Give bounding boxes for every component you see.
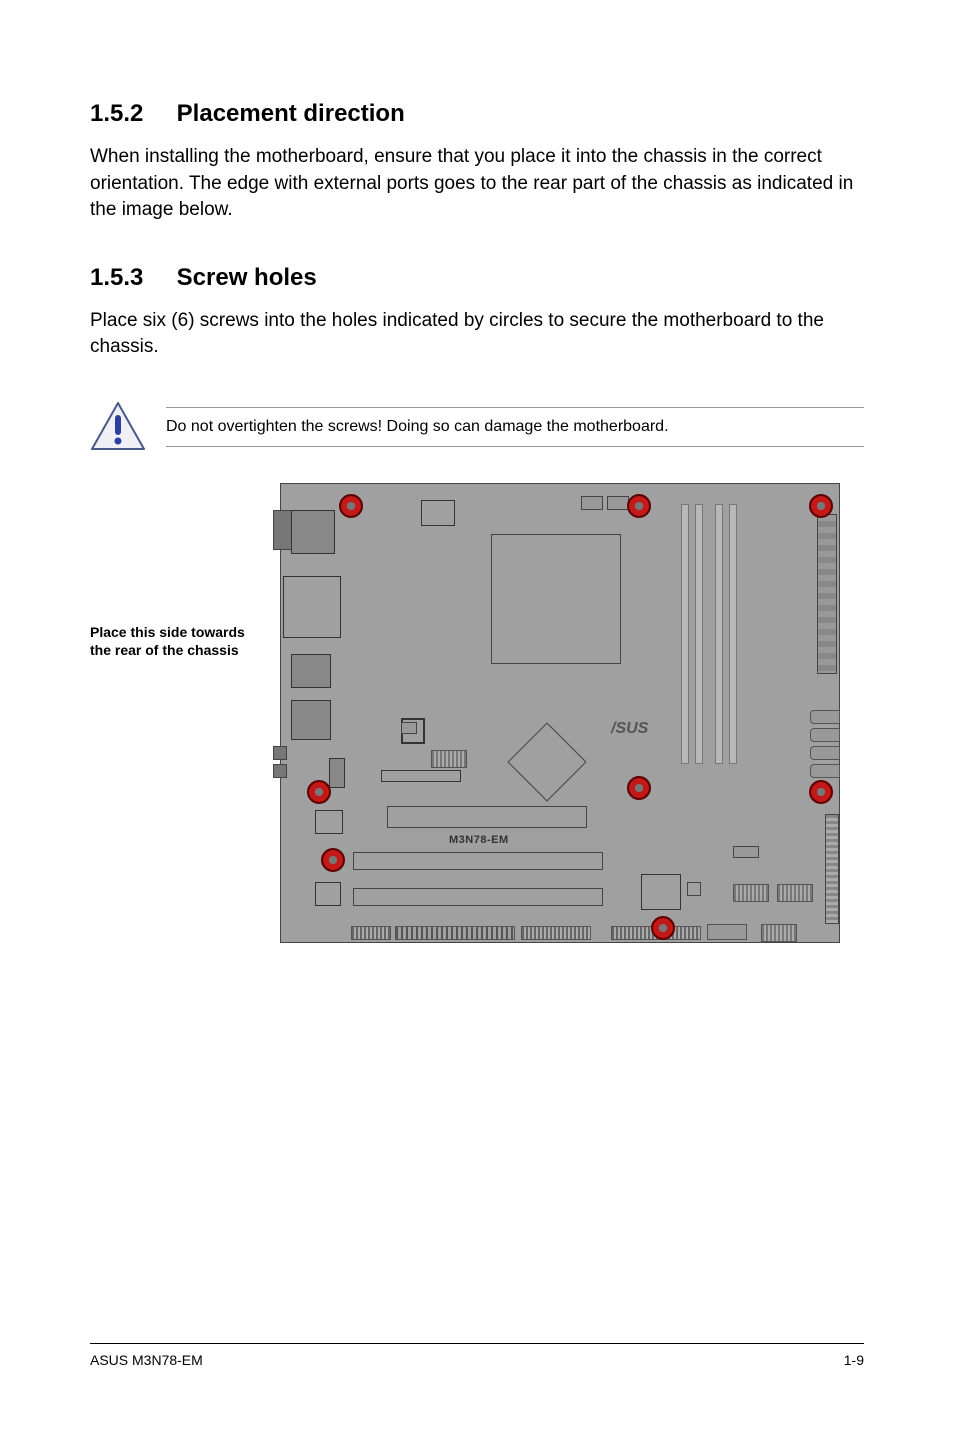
- fan-header-2: [607, 496, 629, 510]
- section-body-2: Place six (6) screws into the holes indi…: [90, 308, 864, 361]
- jumper: [687, 882, 701, 896]
- screw-hole: [339, 494, 363, 518]
- ide-connector: [825, 814, 839, 924]
- footer-left: ASUS M3N78-EM: [90, 1352, 203, 1368]
- cpu-pwr-connector: [421, 500, 455, 526]
- screw-hole: [809, 494, 833, 518]
- sata-port: [810, 764, 840, 778]
- dimm-slot: [681, 504, 689, 764]
- section-num-2: 1.5.3: [90, 264, 170, 292]
- rear-port-stub-2: [273, 746, 287, 760]
- bottom-pins: [521, 926, 591, 940]
- diagram-side-label: Place this side towards the rear of the …: [90, 623, 270, 659]
- pcie-heatsink-area: [329, 758, 345, 788]
- small-chip-3: [315, 882, 341, 906]
- sata-port: [810, 710, 840, 724]
- section-heading-1: 1.5.2 Placement direction: [90, 100, 864, 128]
- small-header-2: [733, 846, 759, 858]
- front-panel-hdr-2: [777, 884, 813, 902]
- page-footer: ASUS M3N78-EM 1-9: [90, 1343, 864, 1368]
- side-label-line2: the rear of the chassis: [90, 642, 239, 658]
- section-body-1: When installing the motherboard, ensure …: [90, 144, 864, 224]
- pci-slot: [353, 852, 603, 870]
- dimm-slot: [729, 504, 737, 764]
- brand-logo-text: /SUS: [611, 720, 648, 738]
- screw-hole: [627, 494, 651, 518]
- audio-codec: [641, 874, 681, 910]
- bottom-pins: [351, 926, 391, 940]
- dimm-slot: [715, 504, 723, 764]
- pci-slot-area: [387, 806, 587, 828]
- screw-hole: [651, 916, 675, 940]
- section-title-1: Placement direction: [177, 100, 405, 127]
- dimm-slot: [695, 504, 703, 764]
- chipset: [507, 722, 586, 801]
- sata-port: [810, 746, 840, 760]
- bottom-pins: [395, 926, 515, 940]
- rear-port-block: [291, 510, 335, 554]
- small-chip-2: [315, 810, 343, 834]
- motherboard-diagram-row: Place this side towards the rear of the …: [90, 483, 864, 943]
- pin-header: [431, 750, 467, 768]
- screw-hole: [627, 776, 651, 800]
- pci-slot: [353, 888, 603, 906]
- side-label-line1: Place this side towards: [90, 624, 245, 640]
- model-label: M3N78-EM: [449, 834, 509, 846]
- screw-hole: [809, 780, 833, 804]
- screw-hole: [307, 780, 331, 804]
- footer-right: 1-9: [844, 1352, 864, 1368]
- rear-port-block-3: [291, 700, 331, 740]
- section-heading-2: 1.5.3 Screw holes: [90, 264, 864, 292]
- rear-port-stub-3: [273, 764, 287, 778]
- front-panel-hdr: [733, 884, 769, 902]
- atx-24pin: [817, 514, 837, 674]
- warning-icon: [90, 401, 146, 453]
- screw-hole: [321, 848, 345, 872]
- bottom-box: [707, 924, 747, 940]
- small-header: [401, 722, 417, 734]
- rear-port-outline-1: [283, 576, 341, 638]
- warning-callout: Do not overtighten the screws! Doing so …: [90, 401, 864, 453]
- motherboard-outline: /SUS M3N78-EM: [280, 483, 840, 943]
- section-title-2: Screw holes: [177, 264, 317, 291]
- warning-text: Do not overtighten the screws! Doing so …: [166, 407, 864, 447]
- bottom-hdr: [761, 924, 797, 942]
- cpu-socket: [491, 534, 621, 664]
- section-num-1: 1.5.2: [90, 100, 170, 128]
- fan-header-1: [581, 496, 603, 510]
- rear-port-block-2: [291, 654, 331, 688]
- sata-port: [810, 728, 840, 742]
- super-io: [381, 770, 461, 782]
